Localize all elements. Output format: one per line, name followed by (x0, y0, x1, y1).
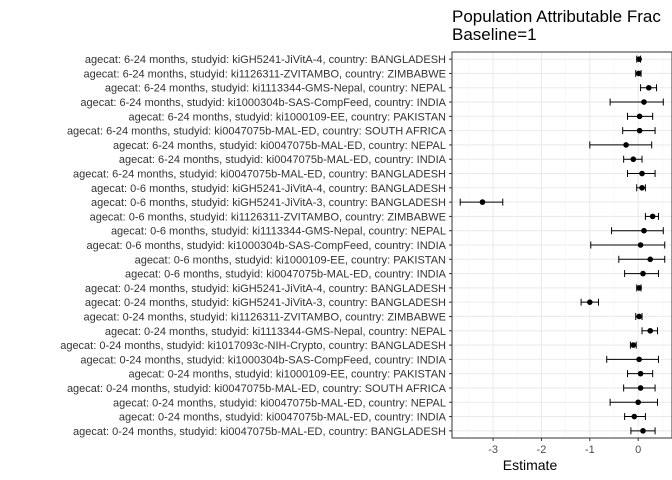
estimate-row (624, 413, 646, 421)
y-tick-label: agecat: 6-24 months, studyid: ki0047075b… (67, 126, 447, 138)
estimate-point (639, 185, 645, 191)
estimate-point (636, 313, 642, 320)
estimate-point (637, 242, 644, 248)
estimate-row (609, 98, 664, 106)
estimate-point (635, 399, 641, 406)
estimate-row (459, 198, 504, 206)
estimate-point (587, 299, 593, 305)
x-tick-label: -1 (585, 444, 595, 456)
y-tick-label: agecat: 6-24 months, studyid: ki1000109-… (128, 111, 446, 123)
estimate-point (645, 84, 652, 91)
y-tick-label: agecat: 6-24 months, studyid: ki1126311-… (83, 68, 446, 80)
estimate-point (479, 199, 486, 205)
estimate-row (636, 184, 646, 192)
y-tick-label: agecat: 0-24 months, studyid: ki0047075b… (67, 383, 447, 395)
estimate-point (641, 227, 647, 234)
x-tick-label: -2 (537, 444, 547, 456)
x-axis-ticks: -3 -2 -1 0 (488, 438, 641, 456)
y-tick-label: agecat: 0-6 months, studyid: ki0047075b-… (125, 269, 447, 281)
estimate-row (630, 427, 656, 435)
estimate-point (637, 385, 644, 391)
estimate-row (635, 69, 642, 77)
estimate-point (649, 213, 656, 220)
x-tick-label: 0 (635, 444, 641, 456)
estimate-row (636, 284, 642, 292)
y-tick-label: agecat: 0-6 months, studyid: ki1000304b-… (86, 240, 446, 252)
estimate-row (627, 370, 654, 378)
x-tick-label: -3 (488, 444, 498, 456)
y-tick-label: agecat: 0-24 months, studyid: ki1126311-… (83, 311, 446, 323)
y-tick-label: agecat: 0-6 months, studyid: ki1126311-Z… (90, 211, 446, 223)
estimate-row (609, 398, 658, 406)
y-tick-label: agecat: 0-24 months, studyid: kiGH5241-J… (85, 283, 446, 295)
y-tick-label: agecat: 6-24 months, studyid: ki0047075b… (119, 154, 447, 166)
y-tick-label: agecat: 0-6 months, studyid: ki1000109-E… (135, 254, 446, 266)
estimate-point (647, 256, 654, 263)
estimate-row (644, 212, 659, 220)
estimate-row (640, 84, 658, 92)
estimate-point (637, 370, 644, 377)
chart-marks (459, 55, 666, 435)
estimate-row (606, 355, 659, 363)
y-tick-label: agecat: 6-24 months, studyid: ki1000304b… (80, 97, 446, 109)
estimate-point (635, 70, 642, 77)
estimate-row (627, 170, 656, 178)
estimate-row (618, 255, 666, 263)
estimate-point (641, 99, 647, 105)
x-axis-title: Estimate (503, 457, 558, 473)
y-tick-label: agecat: 0-24 months, studyid: kiGH5241-J… (85, 297, 446, 309)
y-tick-label: agecat: 6-24 months, studyid: ki0047075b… (113, 140, 446, 152)
chart-title-line-2: Baseline=1 (452, 25, 537, 44)
estimate-point (640, 270, 646, 277)
estimate-row (623, 384, 656, 392)
estimate-row (580, 298, 600, 306)
estimate-row (611, 227, 664, 235)
estimate-point (636, 285, 642, 291)
estimate-row (636, 55, 642, 63)
estimate-point (647, 327, 654, 334)
chart-title-line-1: Population Attributable Frac (452, 7, 661, 26)
estimate-row (627, 112, 654, 120)
y-tick-label: agecat: 6-24 months, studyid: ki0047075b… (73, 169, 446, 181)
estimate-point (636, 127, 643, 134)
estimate-point (636, 356, 642, 363)
estimate-row (629, 341, 637, 349)
estimate-point (623, 142, 629, 148)
estimate-point (640, 428, 646, 434)
estimate-point (630, 342, 637, 348)
y-tick-label: agecat: 0-24 months, studyid: ki1017093c… (60, 340, 446, 352)
y-tick-label: agecat: 0-24 months, studyid: ki1000304b… (80, 354, 446, 366)
estimate-row (624, 270, 659, 278)
estimate-point (636, 56, 642, 62)
estimate-point (639, 170, 645, 177)
estimate-row (641, 327, 658, 335)
y-tick-label: agecat: 6-24 months, studyid: kiGH5241-J… (85, 54, 446, 66)
y-tick-label: agecat: 0-24 months, studyid: ki0047075b… (119, 412, 447, 424)
estimate-point (636, 113, 643, 120)
estimate-row (590, 241, 666, 249)
y-axis-labels: agecat: 6-24 months, studyid: kiGH5241-J… (60, 54, 452, 438)
estimate-row (622, 127, 656, 135)
y-tick-label: agecat: 0-6 months, studyid: kiGH5241-Ji… (91, 183, 446, 195)
estimate-point (630, 156, 637, 163)
estimate-point (631, 413, 638, 420)
estimate-row (589, 141, 653, 149)
y-tick-label: agecat: 0-6 months, studyid: kiGH5241-Ji… (91, 197, 446, 209)
estimate-row (635, 312, 643, 320)
estimate-row (623, 155, 643, 163)
y-tick-label: agecat: 0-24 months, studyid: ki0047075b… (113, 397, 446, 409)
y-tick-label: agecat: 0-24 months, studyid: ki1113344-… (105, 326, 446, 338)
y-tick-label: agecat: 0-6 months, studyid: ki1113344-G… (111, 226, 446, 238)
y-tick-label: agecat: 6-24 months, studyid: ki1113344-… (105, 83, 446, 95)
y-tick-label: agecat: 0-24 months, studyid: ki0047075b… (73, 426, 446, 438)
y-tick-label: agecat: 0-24 months, studyid: ki1000109-… (128, 369, 446, 381)
